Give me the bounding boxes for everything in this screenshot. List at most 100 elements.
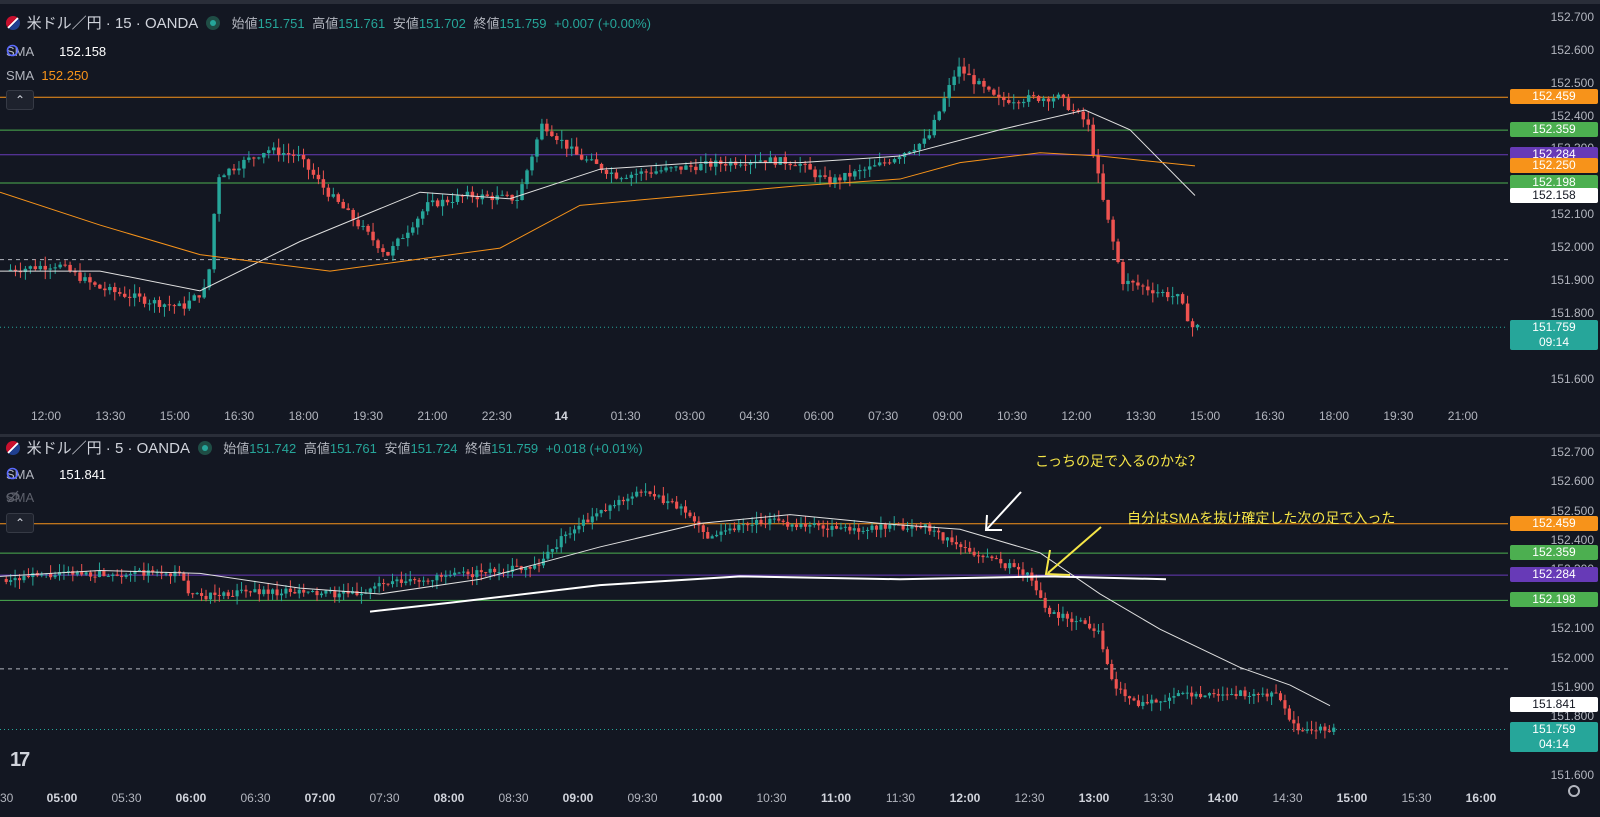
time-tick-label: 09:00 [562,791,594,805]
sma-legend-2[interactable]: SMA 152.250 [6,68,89,83]
candle-body [237,168,241,171]
candle-body [1070,618,1074,623]
collapse-legend-button[interactable]: ⌃ [6,513,34,533]
candle-body [853,171,857,177]
candle-body [706,532,710,539]
time-tick-label: 22:30 [481,409,512,423]
candle-body [826,528,830,530]
candle-body [1238,690,1243,696]
chart-pane-15m[interactable]: 米ドル／円 · 15 · OANDA 始値151.751 高値151.761 安… [0,0,1600,435]
price-tick-label: 152.600 [1550,42,1594,57]
candle-body [1083,620,1087,624]
candle-body [75,571,79,575]
candle-body [1190,692,1194,697]
candle-body [1230,694,1234,696]
time-tick-label: 08:30 [498,791,529,805]
candle-body [586,519,590,523]
price-tick-label: 151.800 [1550,709,1594,724]
candle-body [137,293,142,297]
annotation-text-1[interactable]: こっちの足で入るのかな？ [1035,453,1203,469]
candle-body [1052,612,1056,614]
candle-body [155,572,159,574]
candle-body [286,153,291,155]
candle-body [666,501,670,504]
candle-body [23,268,28,273]
usdjpy-flag-icon [6,441,20,455]
candle-body [746,524,750,526]
candle-body [1136,700,1140,706]
candle-body [589,159,594,161]
candle-body [248,591,252,593]
candle-body [732,528,736,531]
candle-body [326,187,331,197]
settings-gear-icon[interactable] [1568,785,1580,797]
sma-legend-1[interactable]: SMA 151.841 [6,467,107,482]
candle-body [390,581,395,585]
candle-body [328,590,332,592]
candle-body [621,499,625,502]
candle-body [937,530,941,533]
annotation-text-2[interactable]: 自分はSMAを抜け確定した次の足で入った [1127,510,1396,526]
symbol-title[interactable]: 米ドル／円 · 5 · OANDA [26,440,190,457]
symbol-title[interactable]: 米ドル／円 · 15 · OANDA [26,15,199,32]
candle-body [1243,690,1247,697]
candle-body [883,524,887,529]
sma-legend-1[interactable]: SMA 152.158 [6,44,107,59]
price-axis-label: 152.459 [1510,89,1598,105]
eye-hidden-icon[interactable] [6,490,53,504]
price-scale[interactable]: 152.700152.600152.500152.400152.300152.2… [1508,4,1600,435]
candle-body [333,590,337,598]
candle-body [1081,111,1086,120]
candle-body [874,525,879,530]
candle-body [1283,700,1287,709]
price-tick-label: 152.000 [1550,650,1594,665]
candle-body [937,111,941,120]
candlestick-chart-5m[interactable] [0,437,1600,817]
candle-body [821,525,825,529]
candle-body [723,530,728,532]
candle-body [923,524,927,528]
candle-body [1036,96,1041,102]
candle-body [1061,94,1066,99]
collapse-legend-button[interactable]: ⌃ [6,90,34,110]
candle-body [160,572,164,574]
candle-body [1048,607,1052,614]
candle-body [1172,696,1176,698]
symbol-legend: 米ドル／円 · 15 · OANDA 始値151.751 高値151.761 安… [6,16,651,32]
candle-body [608,505,612,511]
candle-body [257,589,261,595]
candle-body [990,556,994,559]
pane-separator[interactable] [0,434,1600,437]
candle-body [1105,649,1109,664]
candle-body [1301,730,1305,732]
candle-body [420,211,425,219]
candle-body [386,251,390,256]
candle-body [217,594,221,596]
candle-body [306,159,311,170]
candle-body [823,175,827,177]
chart-pane-5m[interactable]: 米ドル／円 · 5 · OANDA 始値151.742 高値151.761 安値… [0,437,1600,817]
candle-body [599,510,603,514]
candle-body [1076,110,1081,112]
candle-body [1150,699,1154,704]
symbol-legend: 米ドル／円 · 5 · OANDA 始値151.742 高値151.761 安値… [6,441,643,457]
candle-body [1292,719,1296,724]
candle-body [172,305,177,307]
candle-body [253,589,257,593]
candle-body [146,570,150,576]
tradingview-logo[interactable]: 17 [10,749,30,771]
candle-body [1123,689,1127,697]
candle-body [351,209,355,220]
candle-body [396,238,400,247]
candle-body [907,151,912,154]
sma-legend-2-hidden[interactable]: SMA [6,490,59,505]
candle-body [267,150,271,154]
candle-body [763,523,768,525]
candle-body [505,194,509,196]
candlestick-chart-15m[interactable] [0,4,1600,435]
price-scale[interactable]: 152.700152.600152.500152.400152.300152.2… [1508,437,1600,817]
time-tick-label: 12:00 [30,409,62,423]
candle-body [68,264,72,272]
candle-body [812,523,816,526]
candle-body [892,524,896,526]
